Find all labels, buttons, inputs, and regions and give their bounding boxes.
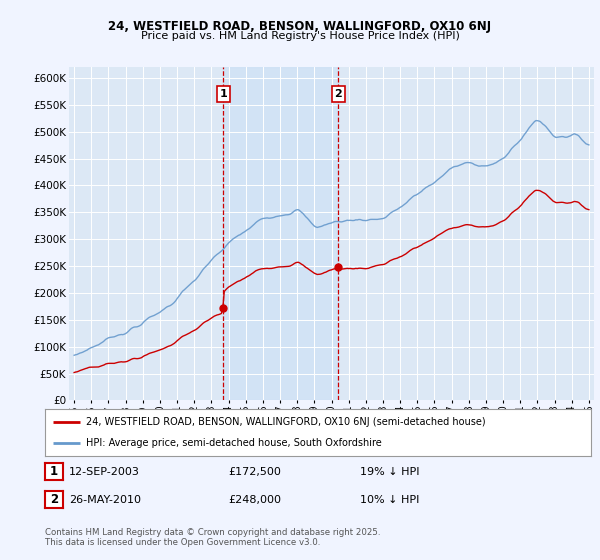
Text: 12-SEP-2003: 12-SEP-2003: [69, 466, 140, 477]
Text: Contains HM Land Registry data © Crown copyright and database right 2025.
This d: Contains HM Land Registry data © Crown c…: [45, 528, 380, 547]
Text: 24, WESTFIELD ROAD, BENSON, WALLINGFORD, OX10 6NJ (semi-detached house): 24, WESTFIELD ROAD, BENSON, WALLINGFORD,…: [86, 417, 485, 427]
Text: 1: 1: [50, 465, 58, 478]
Text: 10% ↓ HPI: 10% ↓ HPI: [360, 494, 419, 505]
Text: 19% ↓ HPI: 19% ↓ HPI: [360, 466, 419, 477]
Text: 1: 1: [220, 89, 227, 99]
Bar: [223, 67, 338, 400]
Text: 2: 2: [334, 89, 342, 99]
Text: 24, WESTFIELD ROAD, BENSON, WALLINGFORD, OX10 6NJ: 24, WESTFIELD ROAD, BENSON, WALLINGFORD,…: [109, 20, 491, 32]
Text: HPI: Average price, semi-detached house, South Oxfordshire: HPI: Average price, semi-detached house,…: [86, 438, 382, 448]
Text: 26-MAY-2010: 26-MAY-2010: [69, 494, 141, 505]
Text: 2: 2: [50, 493, 58, 506]
Text: £248,000: £248,000: [228, 494, 281, 505]
Text: Price paid vs. HM Land Registry's House Price Index (HPI): Price paid vs. HM Land Registry's House …: [140, 31, 460, 41]
Text: £172,500: £172,500: [228, 466, 281, 477]
